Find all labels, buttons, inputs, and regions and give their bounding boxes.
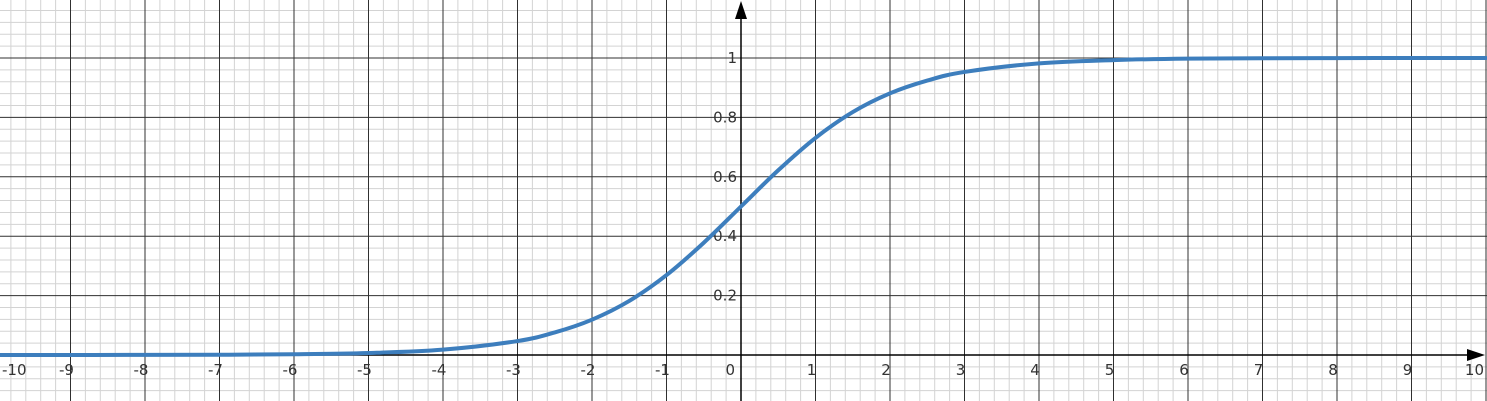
x-tick-label: -2 xyxy=(581,361,596,379)
x-tick-label: -8 xyxy=(134,361,149,379)
y-tick-label: 0.4 xyxy=(713,227,737,245)
x-tick-labels: -10 -9 -8 -7 -6 -5 -4 -3 -2 -1 1 2 3 4 5 6 7 8 9 10 0 xyxy=(2,361,1484,379)
x-tick-label: 7 xyxy=(1254,361,1264,379)
series-layer xyxy=(0,56,1487,357)
y-tick-label: 0.6 xyxy=(713,168,737,186)
y-axis-arrow-icon xyxy=(735,1,747,19)
x-tick-label: -9 xyxy=(59,361,74,379)
x-tick-label: 9 xyxy=(1403,361,1413,379)
y-tick-labels: 0.2 0.4 0.6 0.8 1 xyxy=(713,49,737,305)
x-tick-label: -7 xyxy=(208,361,223,379)
y-tick-label: 1 xyxy=(727,49,737,67)
x-tick-label: 3 xyxy=(956,361,966,379)
x-tick-label: -1 xyxy=(655,361,670,379)
x-tick-label: 1 xyxy=(807,361,817,379)
x-tick-label: 10 xyxy=(1465,361,1484,379)
x-tick-label: -5 xyxy=(357,361,372,379)
x-tick-label: -6 xyxy=(283,361,298,379)
x-tick-label: 4 xyxy=(1030,361,1040,379)
series-line-0 xyxy=(0,56,1487,357)
x-tick-label: 2 xyxy=(881,361,891,379)
origin-label: 0 xyxy=(725,361,735,379)
x-tick-label: -10 xyxy=(2,361,27,379)
x-tick-label: -4 xyxy=(432,361,447,379)
y-tick-label: 0.2 xyxy=(713,287,737,305)
x-tick-label: 8 xyxy=(1328,361,1338,379)
x-tick-label: 6 xyxy=(1179,361,1189,379)
x-tick-label: 5 xyxy=(1105,361,1115,379)
x-axis-arrow-icon xyxy=(1467,349,1485,361)
x-tick-label: -3 xyxy=(506,361,521,379)
y-tick-label: 0.8 xyxy=(713,108,737,126)
